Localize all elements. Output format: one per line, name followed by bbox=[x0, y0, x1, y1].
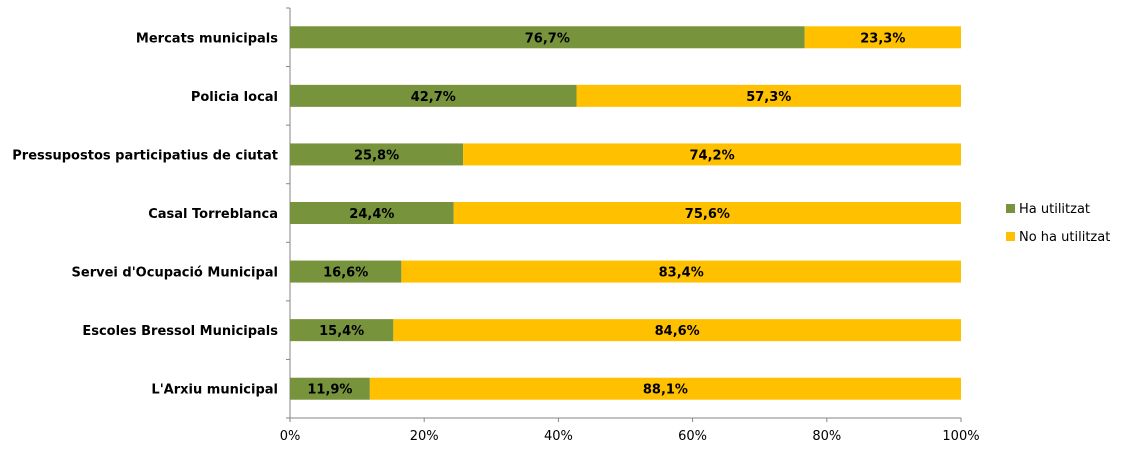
data-label: 15,4% bbox=[319, 324, 364, 339]
data-label: 83,4% bbox=[659, 266, 704, 281]
bar-no-ha-utilitzat bbox=[804, 26, 961, 49]
bar-ha-utilitzat bbox=[290, 143, 464, 166]
bar-no-ha-utilitzat bbox=[369, 377, 961, 400]
data-label: 16,6% bbox=[323, 266, 368, 281]
legend-label: Ha utilitzat bbox=[1019, 202, 1090, 217]
category-label: Pressupostos participatius de ciutat bbox=[12, 148, 278, 163]
chart-axes: 0% 20% 40% 60% 80% 100% bbox=[280, 7, 980, 444]
category-label: Escoles Bressol Municipals bbox=[82, 324, 278, 339]
chart-legend: Ha utilitzat No ha utilitzat bbox=[1006, 202, 1110, 245]
x-tick-label: 60% bbox=[678, 429, 707, 444]
x-tick-label: 80% bbox=[812, 429, 841, 444]
legend-swatch bbox=[1006, 204, 1015, 213]
chart-labels: Mercats municipals 76,7% 23,3% Policia loca… bbox=[12, 31, 905, 397]
data-label: 84,6% bbox=[655, 324, 700, 339]
data-label: 11,9% bbox=[307, 383, 352, 398]
data-label: 42,7% bbox=[411, 90, 456, 105]
category-label: Servei d'Ocupació Municipal bbox=[72, 266, 278, 281]
x-tick-label: 0% bbox=[280, 429, 301, 444]
category-label: Mercats municipals bbox=[136, 31, 278, 46]
data-label: 74,2% bbox=[690, 148, 735, 163]
bar-ha-utilitzat bbox=[290, 202, 454, 224]
bar-ha-utilitzat bbox=[290, 84, 577, 107]
x-tick-label: 100% bbox=[942, 429, 979, 444]
bar-no-ha-utilitzat bbox=[401, 260, 961, 283]
data-label: 25,8% bbox=[354, 148, 399, 163]
data-label: 76,7% bbox=[525, 31, 570, 46]
data-label: 24,4% bbox=[349, 207, 394, 222]
legend-label: No ha utilitzat bbox=[1019, 230, 1110, 245]
data-label: 57,3% bbox=[746, 90, 791, 105]
x-tick-label: 20% bbox=[410, 429, 439, 444]
bar-no-ha-utilitzat bbox=[463, 143, 961, 166]
data-label: 88,1% bbox=[643, 383, 688, 398]
bar-ha-utilitzat bbox=[290, 377, 370, 400]
bar-ha-utilitzat bbox=[290, 260, 402, 283]
legend-swatch bbox=[1006, 232, 1015, 241]
bar-ha-utilitzat bbox=[290, 319, 394, 342]
data-label: 23,3% bbox=[860, 31, 905, 46]
bar-no-ha-utilitzat bbox=[453, 202, 961, 224]
category-label: L'Arxiu municipal bbox=[151, 383, 278, 398]
bar-ha-utilitzat bbox=[290, 26, 805, 49]
x-tick-label: 40% bbox=[544, 429, 573, 444]
category-label: Policia local bbox=[191, 90, 278, 105]
bar-no-ha-utilitzat bbox=[393, 319, 962, 342]
chart-bars bbox=[290, 26, 962, 400]
category-label: Casal Torreblanca bbox=[148, 207, 278, 222]
bar-no-ha-utilitzat bbox=[576, 84, 961, 107]
data-label: 75,6% bbox=[685, 207, 730, 222]
